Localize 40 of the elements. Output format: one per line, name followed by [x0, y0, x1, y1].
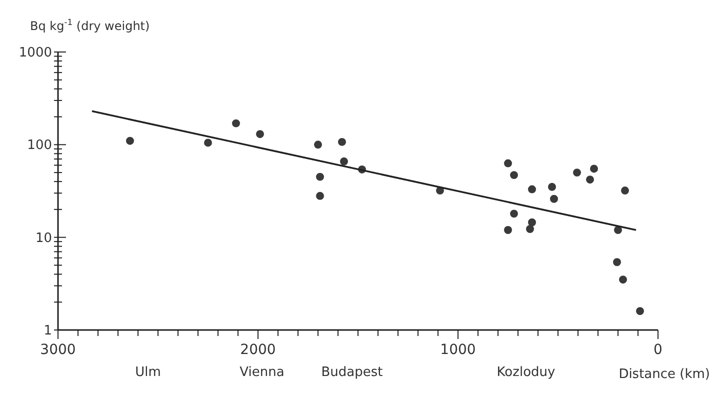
point: [504, 159, 512, 168]
point: [510, 171, 518, 180]
point: [526, 225, 534, 233]
y-axis-title: Bq kg$^{-1}$ (dry weight): [30, 17, 150, 33]
point: [232, 119, 240, 128]
point: [510, 210, 518, 218]
x-tick-label: 1000: [440, 342, 476, 358]
point: [548, 182, 556, 191]
point: [504, 226, 512, 234]
point: [590, 164, 598, 173]
point: [636, 307, 644, 316]
point: [621, 186, 629, 195]
text: Vienna: [240, 365, 284, 380]
point: [614, 226, 622, 234]
point: [550, 194, 558, 203]
point: [316, 172, 324, 181]
y-tick-label: 100: [27, 138, 52, 154]
y-tick-label: 1000: [18, 46, 52, 61]
text: Kozloduy: [496, 365, 556, 380]
point: [528, 185, 536, 194]
point: [573, 168, 581, 177]
point: [316, 192, 324, 200]
point: [338, 138, 346, 146]
x-tick-label: 3000: [40, 342, 76, 358]
point: [586, 176, 594, 184]
point: [126, 136, 134, 145]
text: Budapest: [321, 365, 383, 380]
point: [619, 276, 627, 284]
point: [528, 218, 536, 226]
point: [613, 258, 621, 266]
x-axis-title: Distance (km): [618, 367, 710, 382]
x-tick-label: 0: [654, 342, 662, 358]
y-tick-label: 10: [35, 230, 52, 246]
point: [340, 157, 348, 166]
text: Ulm: [135, 365, 161, 380]
point: [314, 140, 322, 149]
point: [256, 130, 264, 138]
y-tick-label: 1: [44, 324, 52, 339]
x-tick-label: 2000: [240, 342, 276, 358]
point: [204, 138, 212, 147]
